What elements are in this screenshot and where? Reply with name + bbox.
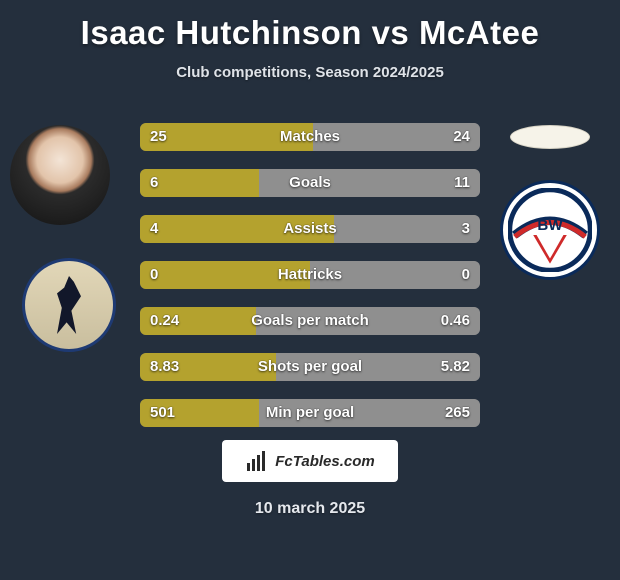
- stat-label: Goals per match: [251, 307, 369, 335]
- stat-value-right: 265: [445, 399, 470, 427]
- stat-label: Assists: [283, 215, 336, 243]
- chart-icon: [245, 449, 269, 473]
- stat-label: Goals: [289, 169, 331, 197]
- stat-value-left: 6: [150, 169, 158, 197]
- club-badge-left: [22, 258, 116, 352]
- club-badge-right-icon: BW: [508, 188, 592, 272]
- date-text: 10 march 2025: [0, 500, 620, 518]
- stat-value-right: 24: [453, 123, 470, 151]
- stat-value-right: 5.82: [441, 353, 470, 381]
- stat-row: 25 24 Matches: [140, 123, 480, 151]
- stat-value-left: 501: [150, 399, 175, 427]
- player-photo-right: [510, 125, 590, 149]
- bar-right-fill: [334, 215, 480, 243]
- stat-label: Min per goal: [266, 399, 354, 427]
- stat-value-left: 8.83: [150, 353, 179, 381]
- comparison-bars: 2524Matches611Goals43Assists00Hattricks0…: [140, 123, 480, 445]
- stat-value-left: 0.24: [150, 307, 179, 335]
- stat-value-right: 3: [462, 215, 470, 243]
- page-title: Isaac Hutchinson vs McAtee: [0, 0, 620, 52]
- stat-row: 8.83 5.82 Shots per goal: [140, 353, 480, 381]
- stat-row: 6 11 Goals: [140, 169, 480, 197]
- stat-value-left: 4: [150, 215, 158, 243]
- stat-label: Matches: [280, 123, 340, 151]
- stat-row: 0.24 0.46 Goals per match: [140, 307, 480, 335]
- svg-text:BW: BW: [537, 217, 563, 234]
- page-subtitle: Club competitions, Season 2024/2025: [0, 64, 620, 81]
- branding-badge: FcTables.com: [222, 440, 398, 482]
- stat-value-right: 11: [454, 169, 470, 197]
- stat-value-right: 0.46: [441, 307, 470, 335]
- stat-label: Hattricks: [278, 261, 342, 289]
- stat-row: 4 3 Assists: [140, 215, 480, 243]
- stat-value-left: 25: [150, 123, 167, 151]
- stat-row: 0 0 Hattricks: [140, 261, 480, 289]
- branding-text: FcTables.com: [275, 453, 374, 470]
- stat-row: 501 265 Min per goal: [140, 399, 480, 427]
- club-badge-right: BW: [500, 180, 600, 280]
- stat-value-right: 0: [462, 261, 470, 289]
- stat-label: Shots per goal: [258, 353, 362, 381]
- player-photo-left: [10, 125, 110, 225]
- stat-value-left: 0: [150, 261, 158, 289]
